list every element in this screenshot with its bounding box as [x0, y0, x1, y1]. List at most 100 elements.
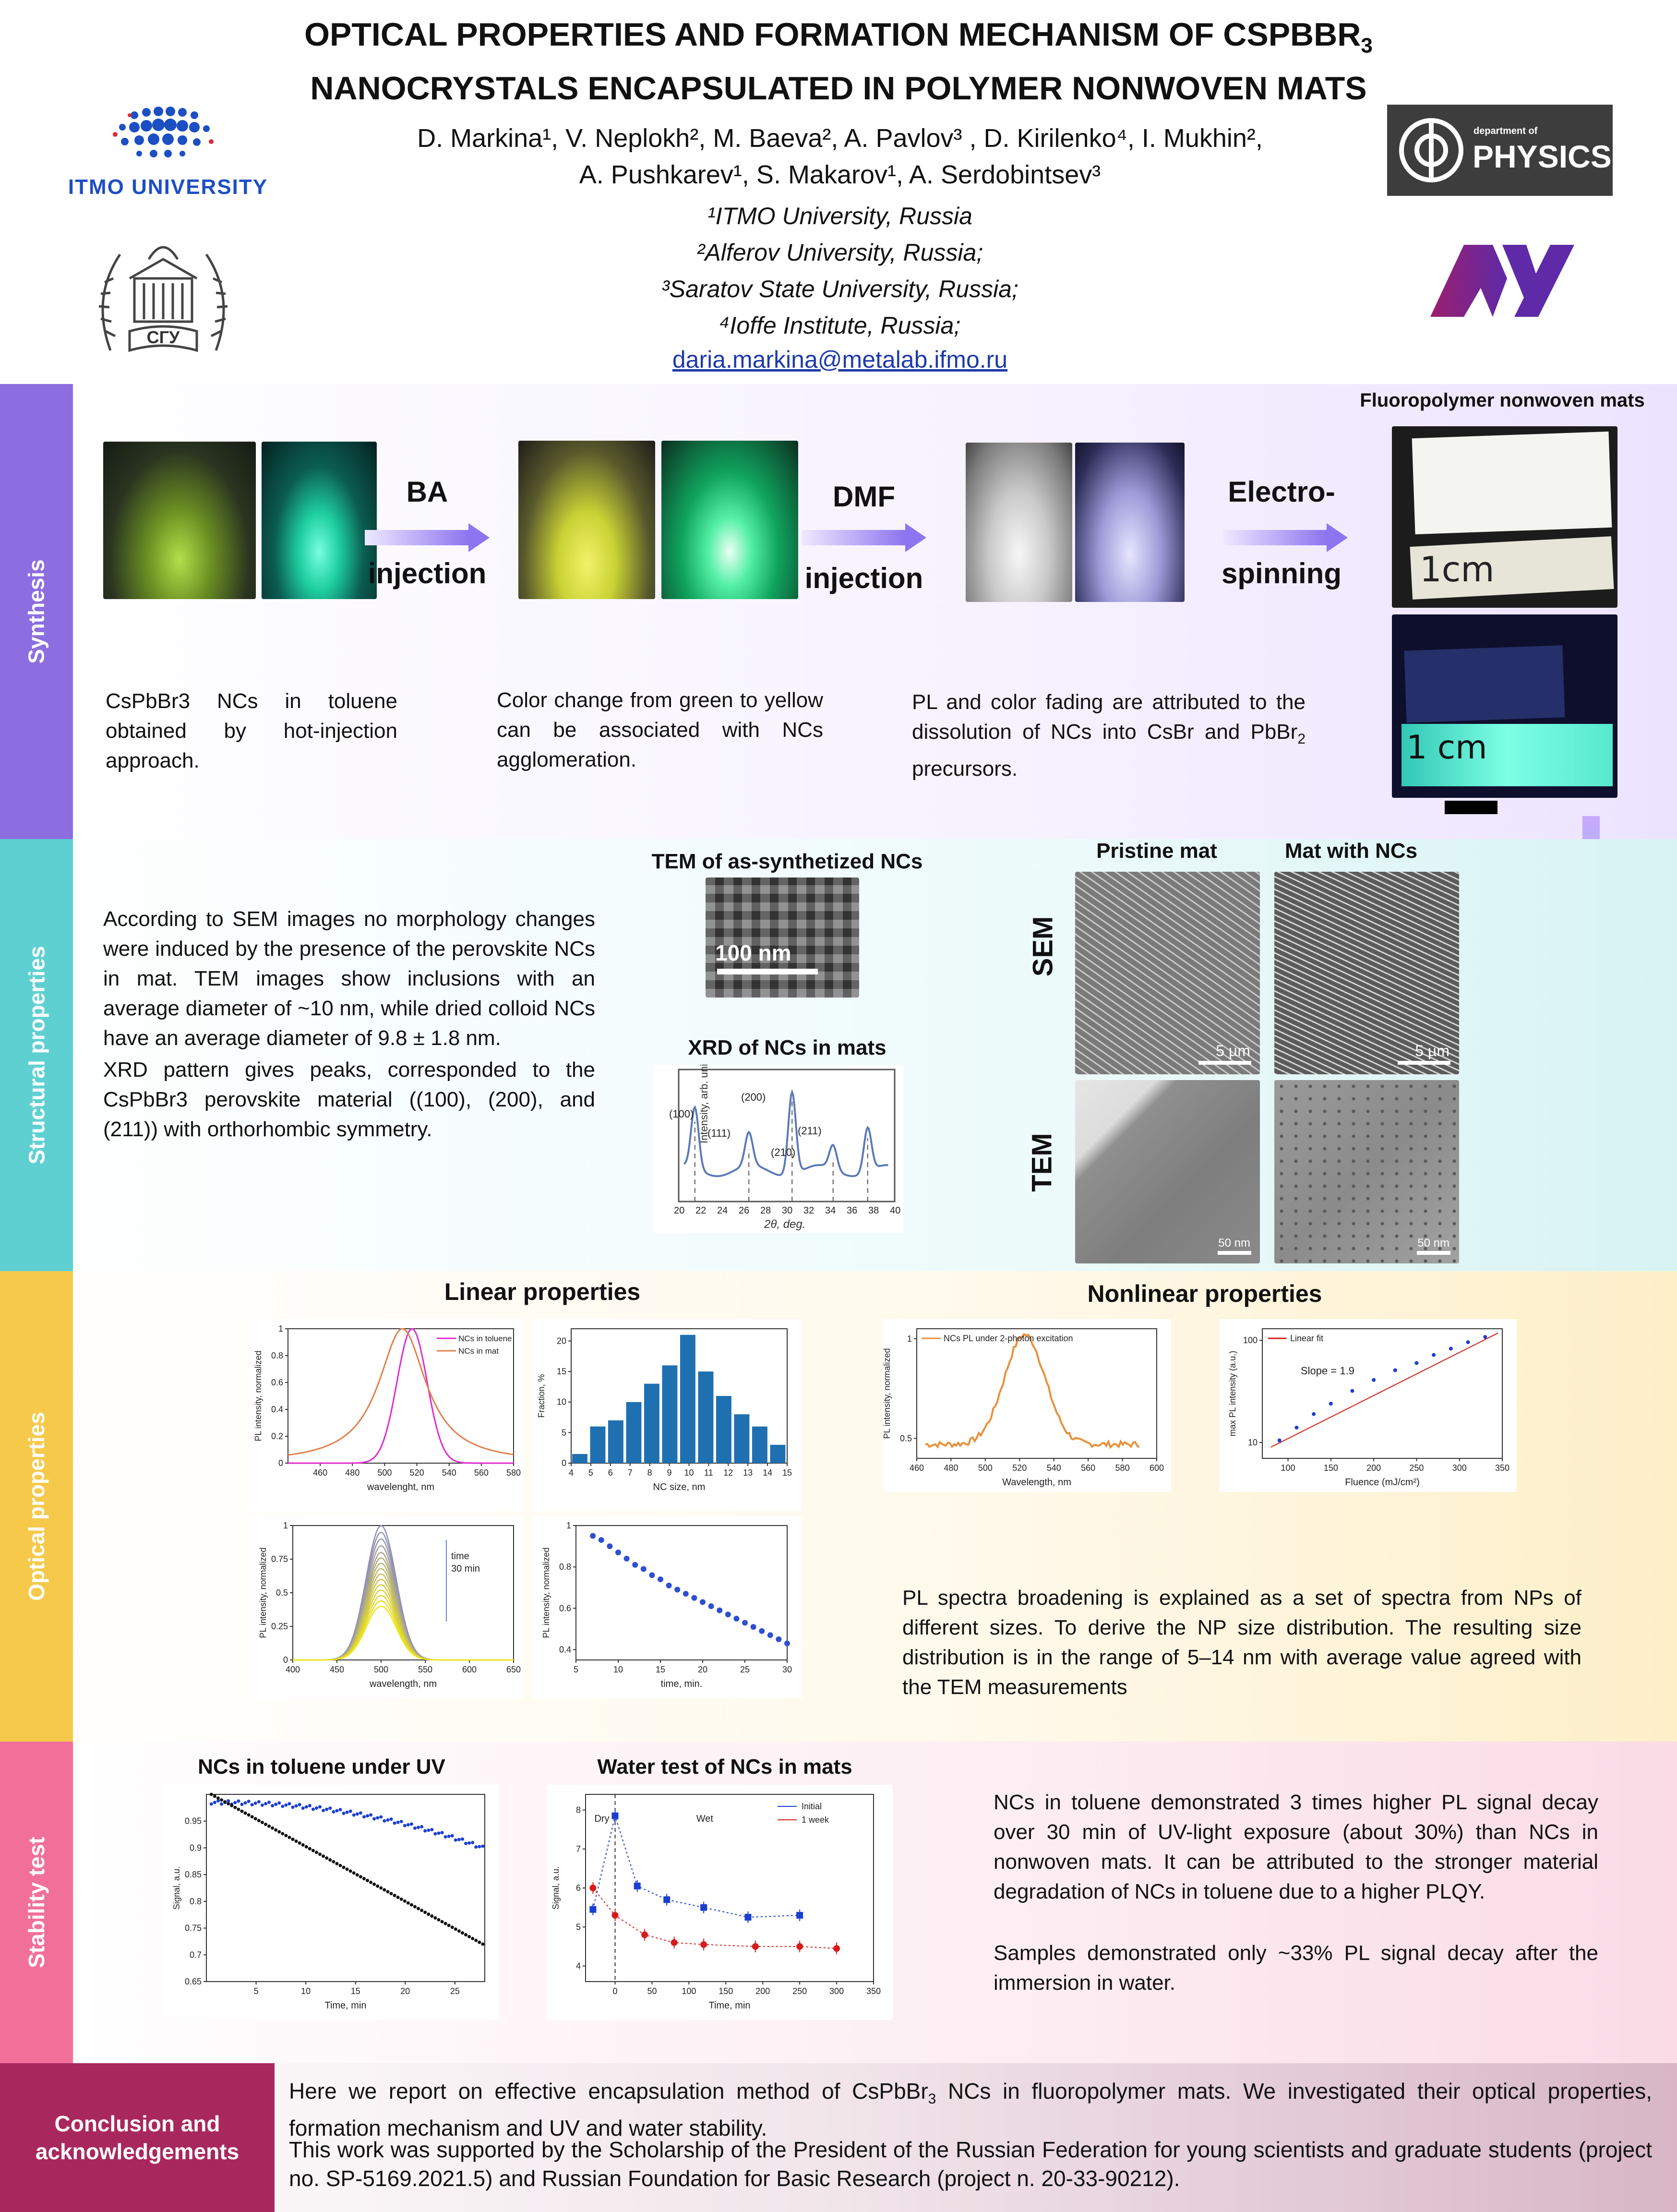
uv-point [366, 1878, 370, 1882]
uv-point [209, 1792, 213, 1796]
uv-point [342, 1812, 346, 1815]
uv-point [417, 1826, 420, 1829]
uv-point [271, 1826, 275, 1830]
y-tick-label: 0.8 [190, 1897, 202, 1906]
pl-time-chart: 400 450 500 550 600 650 0 0.25 0.5 0.75 1 wavelengt… [250, 1516, 523, 1698]
uv-point [311, 1849, 315, 1852]
photo-dmf-vial [966, 443, 1072, 602]
initial-point [611, 1812, 619, 1819]
uv-point [322, 1809, 325, 1813]
uv-point [342, 1865, 346, 1869]
xrd-tick-label: 30 [782, 1205, 792, 1216]
uv-point [247, 1800, 251, 1803]
pl-series-line [287, 1328, 514, 1456]
decay-point [590, 1533, 596, 1539]
data-point [1329, 1402, 1333, 1406]
uv-point [366, 1814, 370, 1818]
xrd-peak-label: (200) [741, 1091, 766, 1103]
uv-point [267, 1801, 271, 1804]
x-axis-label: wavelenght, nm [367, 1482, 434, 1492]
uv-point [253, 1801, 257, 1805]
decay-point [742, 1620, 748, 1626]
uv-point [409, 1903, 413, 1907]
water-test-chart: 0 50 100 150 200 250 300 350 4 5 6 7 8 Time, min Signa… [547, 1785, 893, 2020]
y-axis-label: PL intensity, normalized [253, 1350, 263, 1441]
structural-text: According to SEM images no morphology ch… [103, 907, 595, 1050]
mats-scale-label-1: 1cm [1420, 549, 1495, 589]
x-tick-label: 560 [474, 1468, 489, 1478]
histogram-bar [662, 1365, 678, 1463]
optical-text: PL spectra broadening is explained as a … [902, 1586, 1581, 1699]
itmo-dots-icon [113, 107, 214, 157]
sgu-building-icon [98, 246, 228, 352]
uv-point [474, 1845, 478, 1849]
photo-toluene-vial-uv [262, 442, 377, 599]
tem-scale-2: 50 nm [1417, 1237, 1449, 1250]
sem-scale-2: 5 µm [1415, 1042, 1449, 1059]
data-point [1372, 1378, 1376, 1382]
histogram-bar [608, 1420, 623, 1463]
tem-nc-scale-label: 100 nm [715, 940, 791, 965]
data-point [1277, 1438, 1282, 1443]
uv-point [450, 1834, 454, 1838]
photo-mats-uv: 1 cm [1392, 614, 1617, 798]
poster-title: OPTICAL PROPERTIES AND FORMATION MECHANI… [304, 16, 1373, 107]
uv-point [338, 1808, 342, 1812]
xrd-tick-label: 32 [803, 1205, 814, 1216]
arrow-dmf [802, 523, 926, 552]
x-tick-label: 11 [704, 1468, 713, 1478]
data-point [1432, 1353, 1436, 1357]
week-point [641, 1931, 648, 1938]
step3-label-bottom: spinning [1222, 557, 1342, 589]
x-tick-label: 550 [418, 1665, 432, 1674]
uv-point [335, 1809, 339, 1813]
synthesis-side-label: Synthesis [0, 384, 73, 839]
y-axis-label: PL intensity, normalized [258, 1547, 268, 1638]
uv-point [406, 1823, 410, 1827]
y-tick-label: 0.85 [185, 1870, 202, 1879]
tem-nc-image: 100 nm [706, 878, 859, 998]
step1-label-bottom: injection [368, 557, 487, 589]
sgu-logo-text: СГУ [146, 327, 180, 347]
plot-frame [571, 1328, 788, 1464]
y-tick-label: 0.65 [185, 1977, 202, 1986]
sgu-logo: СГУ [82, 226, 245, 370]
x-tick-label: 100 [682, 1986, 696, 1996]
uv-point [348, 1809, 352, 1813]
uv-point [362, 1877, 366, 1880]
x-tick-label: 500 [374, 1665, 388, 1674]
uv-point [399, 1820, 403, 1824]
xrd-chart: Intensity, arb. units 2θ, deg. 20 22 24 26 2… [654, 1065, 903, 1233]
uv-point [213, 1801, 216, 1804]
initial-point [700, 1904, 707, 1911]
uv-point [260, 1803, 264, 1807]
uv-point [440, 1920, 444, 1923]
uv-point [440, 1831, 444, 1835]
uv-point [355, 1812, 359, 1816]
week-point [671, 1939, 678, 1946]
itmo-logo-text: ITMO UNIVERSITY [68, 175, 268, 199]
uv-point [291, 1805, 295, 1809]
histogram-bar [716, 1396, 731, 1463]
xrd-ylabel: Intensity, arb. units [698, 1065, 710, 1143]
y-tick-label: 0.5 [276, 1588, 288, 1598]
uv-point [345, 1867, 349, 1871]
uv-point [417, 1907, 420, 1911]
email-link[interactable]: daria.markina@metalab.ifmo.ru [672, 346, 1008, 373]
uv-point [271, 1804, 275, 1808]
uv-point [253, 1817, 257, 1821]
step2-label-bottom: injection [804, 562, 923, 594]
uv-point [264, 1802, 267, 1805]
uv-point [409, 1822, 413, 1826]
xrd-tick-label: 24 [717, 1205, 728, 1216]
x-tick-label: 8 [647, 1468, 652, 1478]
x-tick-label: 5 [588, 1468, 593, 1478]
x-tick-label: 580 [506, 1468, 521, 1478]
uv-point [369, 1880, 373, 1884]
legend-label: 1 week [802, 1815, 829, 1825]
uv-point [304, 1845, 308, 1849]
x-tick-label: 350 [866, 1986, 881, 1996]
uv-point [294, 1804, 298, 1808]
legend-label: NCs in toluene [458, 1334, 512, 1343]
